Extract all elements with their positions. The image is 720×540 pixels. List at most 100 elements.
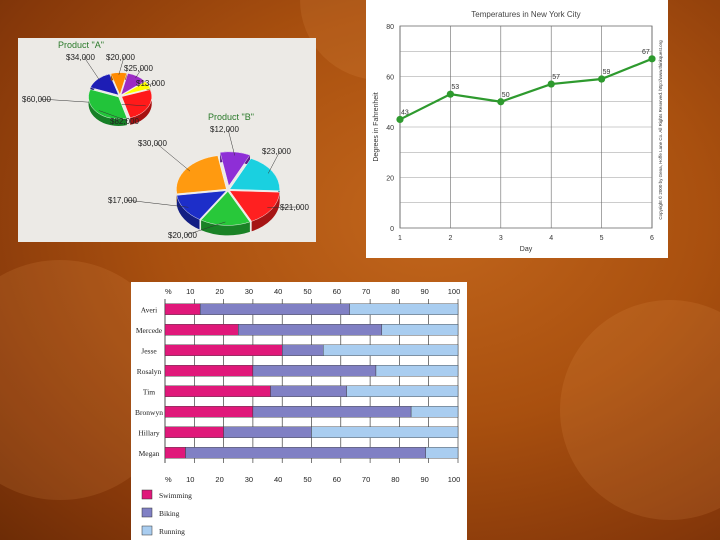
chart-title: Temperatures in New York City	[471, 10, 580, 19]
x-tick-label-top: 50	[303, 287, 311, 296]
bar-segment-running	[375, 365, 459, 377]
pie-slice-label: $60,000	[22, 95, 51, 104]
x-tick-label-top: 60	[333, 287, 341, 296]
bar-segment-biking	[252, 406, 412, 418]
data-point	[598, 75, 606, 83]
pie-slice	[229, 190, 280, 222]
data-label: 43	[401, 109, 409, 116]
x-tick-label: 1	[398, 235, 402, 242]
y-tick-label: 0	[390, 226, 394, 233]
activity-bar-chart: %% 10 10 20 20 30 30 40 40 50 50 60 60 70 70 80 80 90 90 10…	[135, 287, 461, 536]
bar-segment-swimming	[164, 406, 254, 418]
category-label: Jesse	[141, 346, 157, 355]
bar-segment-biking	[238, 324, 383, 336]
category-label: Hillary	[138, 428, 159, 437]
x-tick-label-bottom: 30	[245, 475, 253, 484]
y-axis-label: Degrees in Fahrenheit	[373, 92, 380, 161]
bar-segment-biking	[185, 447, 426, 459]
x-tick-label-bottom: 40	[274, 475, 282, 484]
pie-leader-line	[118, 56, 125, 75]
x-tick-label-top: 40	[274, 287, 282, 296]
bar-segment-running	[425, 447, 459, 459]
legend-label: Swimming	[159, 491, 192, 500]
pie-leader-line	[155, 142, 191, 172]
bar-segment-biking	[270, 385, 347, 397]
pie-leader-line	[135, 67, 143, 79]
temperature-line-chart: 0 20 40 60 80 1 2 3 4 5 6 Temperatures in New York …	[373, 10, 663, 253]
copyright-note: Copyright © 2000 by Gena, Hoffe Lane Co.…	[657, 40, 663, 220]
pie-leader-line	[267, 206, 299, 208]
pie-charts: Product "A" $34,000 $20,000 $25,000 $13,000 $…	[22, 40, 309, 240]
bar-segment-swimming	[164, 447, 186, 459]
x-tick-label-bottom: 70	[362, 475, 370, 484]
legend-swatch	[141, 489, 153, 500]
legend-label: Running	[159, 527, 185, 536]
pie-slice-label: $23,000	[262, 147, 291, 156]
background-swirl	[560, 300, 720, 520]
bar-segment-biking	[223, 426, 312, 438]
category-label: Averi	[141, 305, 158, 314]
pie-slice-side	[130, 89, 152, 125]
pie-slice-side	[88, 89, 127, 126]
bar-segment-running	[323, 344, 459, 356]
pie-leader-line	[185, 221, 226, 236]
x-tick-label: 6	[650, 235, 654, 242]
x-tick-label-bottom: 20	[215, 475, 223, 484]
pie-slice-label: $25,000	[124, 64, 153, 73]
line-chart-panel: 0 20 40 60 80 1 2 3 4 5 6 Temperatures in New York …	[366, 0, 668, 258]
bar-chart-panel: %% 10 10 20 20 30 30 40 40 50 50 60 60 70 70 80 80 90 90 10…	[131, 282, 467, 540]
pie-slice	[219, 151, 251, 187]
y-tick-label: 80	[386, 24, 394, 31]
legend-swatch	[141, 507, 153, 518]
pie-slice-label: $20,000	[106, 53, 135, 62]
x-tick-label-bottom: 10	[186, 475, 194, 484]
x-tick-label-bottom: 90	[421, 475, 429, 484]
pie-slice	[176, 155, 227, 195]
pie-slice	[229, 158, 280, 191]
x-tick-label-bottom: 100	[448, 475, 461, 484]
category-label: Rosalyn	[137, 367, 162, 376]
x-tick-label: 3	[499, 235, 503, 242]
y-tick-label: 20	[386, 176, 394, 183]
bar-segment-swimming	[164, 303, 201, 315]
pie-leader-line	[98, 110, 129, 122]
data-label: 67	[642, 49, 650, 56]
category-label: Tim	[143, 387, 155, 396]
x-axis-label: Day	[520, 246, 533, 253]
x-tick-label-top: 30	[245, 287, 253, 296]
bar-segment-running	[349, 303, 459, 315]
y-tick-label: 60	[386, 75, 394, 82]
bar-segment-biking	[281, 344, 324, 356]
legend-swatch	[141, 525, 153, 536]
bar-segment-running	[381, 324, 459, 336]
data-label: 53	[451, 84, 459, 91]
data-point	[396, 115, 404, 124]
pie-title: Product "B"	[208, 112, 254, 122]
category-label: Megan	[139, 449, 160, 458]
pie-slice-label: $30,000	[138, 139, 167, 148]
data-point	[497, 98, 505, 106]
axis-unit-top: %	[165, 287, 172, 296]
legend-label: Biking	[159, 509, 180, 518]
x-tick-label-bottom: 50	[303, 475, 311, 484]
pie-slice	[200, 191, 251, 226]
pie-slice-label: $20,000	[168, 231, 197, 240]
x-tick-label-top: 90	[421, 287, 429, 296]
x-tick-label: 5	[600, 235, 604, 242]
bar-segment-swimming	[164, 344, 283, 356]
pie-slice	[120, 73, 145, 96]
bar-segment-running	[311, 426, 459, 438]
pie-leader-line	[267, 150, 281, 174]
pie-leader-line	[227, 128, 235, 156]
category-label: Bronwyn	[135, 408, 163, 417]
pie-slice	[110, 72, 127, 96]
bar-segment-swimming	[164, 426, 224, 438]
y-tick-label: 40	[386, 125, 394, 132]
temperature-line	[399, 57, 653, 121]
x-tick-label-bottom: 80	[391, 475, 399, 484]
data-label: 57	[552, 74, 560, 81]
pie-leader-line	[145, 82, 155, 87]
data-label: 59	[603, 69, 611, 76]
x-tick-label-top: 80	[391, 287, 399, 296]
pie-title: Product "A"	[58, 40, 104, 50]
